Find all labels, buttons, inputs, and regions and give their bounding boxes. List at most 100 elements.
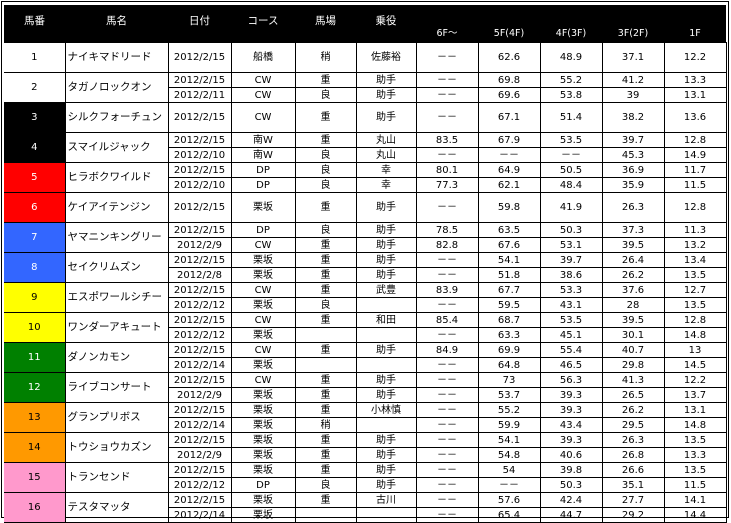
rider-cell: 助手 — [355, 72, 417, 88]
rider-cell: 助手 — [355, 252, 417, 268]
table-row: 6 ケイアイテンジン 2012/2/15 栗坂重助手 －－ 59.8 41.9 26.3 12.… — [4, 192, 727, 223]
time-3f-cell: 38.2 — [601, 102, 665, 133]
track-cell: 重 — [294, 372, 357, 388]
time-6f-cell: －－ — [415, 492, 479, 508]
date-cell: 2012/2/15 — [167, 402, 232, 418]
rider-cell: 古川 — [355, 492, 417, 508]
table-row: 2012/2/12 栗坂良 －－ 59.5 43.1 28 13.5 — [4, 297, 727, 313]
date-cell: 2012/2/14 — [167, 357, 232, 373]
time-5f-cell: 64.9 — [477, 162, 541, 178]
time-6f-cell: －－ — [415, 507, 479, 523]
rider-cell — [355, 327, 417, 343]
course-cell: 栗坂 — [230, 192, 296, 223]
horse-number: 16 — [4, 492, 66, 523]
time-6f-cell: －－ — [415, 387, 479, 403]
time-5f-cell: 69.9 — [477, 342, 541, 358]
time-6f-cell: －－ — [415, 102, 479, 133]
track-cell — [294, 357, 357, 373]
track-cell: 重 — [294, 432, 357, 448]
track-cell: 良 — [294, 162, 357, 178]
rider-cell: 幸 — [355, 162, 417, 178]
table-row: 2012/2/14 栗坂 －－ 64.8 46.5 29.8 14.5 — [4, 357, 727, 373]
time-6f-cell: －－ — [415, 357, 479, 373]
time-6f-cell: 83.5 — [415, 132, 479, 148]
header-course: コース — [231, 5, 295, 43]
horse-name: スマイルジャック — [64, 132, 169, 163]
track-cell: 重 — [294, 282, 357, 298]
rider-cell — [355, 417, 417, 433]
time-1f-cell: 13.5 — [663, 432, 727, 448]
header-5f: 5F(4F) — [478, 5, 540, 43]
time-6f-cell: －－ — [415, 477, 479, 493]
time-4f-cell: 39.7 — [539, 252, 603, 268]
time-5f-cell: 62.6 — [477, 42, 541, 73]
header-4f: 4F(3F) — [540, 5, 602, 43]
rider-cell: 助手 — [355, 462, 417, 478]
time-6f-cell: －－ — [415, 297, 479, 313]
time-4f-cell: 55.2 — [539, 72, 603, 88]
time-4f-cell: 39.3 — [539, 402, 603, 418]
date-cell: 2012/2/15 — [167, 372, 232, 388]
time-4f-cell: 53.1 — [539, 237, 603, 253]
table-row: 14 トウショウカズン 2012/2/15 栗坂重助手 －－ 54.1 39.3 26.3 13… — [4, 432, 727, 463]
horse-name: ヒラボクワイルド — [64, 162, 169, 193]
rider-cell: 助手 — [355, 222, 417, 238]
table-row: 2012/2/12 DP 良助手 －－ －－ 50.3 35.1 11.5 — [4, 477, 727, 493]
time-5f-cell: 59.8 — [477, 192, 541, 223]
time-6f-cell: －－ — [415, 147, 479, 163]
time-1f-cell: 12.8 — [663, 192, 727, 223]
course-cell: 栗坂 — [230, 387, 296, 403]
course-cell: CW — [230, 72, 296, 88]
table-row: 2 タガノロックオン 2012/2/15 CW 重助手 －－ 69.8 55.2 41.2 13.… — [4, 72, 727, 103]
track-cell: 重 — [294, 447, 357, 463]
date-cell: 2012/2/15 — [167, 492, 232, 508]
time-6f-cell: －－ — [415, 42, 479, 73]
rider-cell: 助手 — [355, 267, 417, 283]
time-6f-cell: －－ — [415, 432, 479, 448]
course-cell: 栗坂 — [230, 492, 296, 508]
horse-name: ワンダーアキュート — [64, 312, 169, 343]
table-row: 15 トランセンド 2012/2/15 栗坂重助手 －－ 54 39.8 26.6 13.5 — [4, 462, 727, 493]
rider-cell: 助手 — [355, 342, 417, 358]
date-cell: 2012/2/14 — [167, 507, 232, 523]
table-row: 2012/2/14 栗坂 －－ 65.4 44.7 29.2 14.4 — [4, 507, 727, 523]
time-1f-cell: 13.1 — [663, 87, 727, 103]
table-row: 13 グランプリボス 2012/2/15 栗坂重小林慎 －－ 55.2 39.3 26.2 13… — [4, 402, 727, 433]
time-6f-cell: －－ — [415, 372, 479, 388]
rider-cell: 武豊 — [355, 282, 417, 298]
header-1f: 1F — [664, 5, 726, 43]
time-3f-cell: 39.5 — [601, 312, 665, 328]
time-5f-cell: 67.9 — [477, 132, 541, 148]
course-cell: 南W — [230, 132, 296, 148]
time-5f-cell: 54.1 — [477, 432, 541, 448]
time-3f-cell: 27.7 — [601, 492, 665, 508]
course-cell: 船橋 — [230, 42, 296, 73]
rider-cell: 小林慎 — [355, 402, 417, 418]
time-4f-cell: 39.8 — [539, 462, 603, 478]
horse-name: ライブコンサート — [64, 372, 169, 403]
table-row: 4 スマイルジャック 2012/2/15 南W 重丸山 83.5 67.9 53.5 39.7 1… — [4, 132, 727, 163]
header-row: 馬番 馬名 日付 コース 馬場 乗役 6F～ 5F(4F) 4F(3F) 3F(… — [4, 5, 726, 43]
time-5f-cell: －－ — [477, 147, 541, 163]
time-1f-cell: 11.5 — [663, 177, 727, 193]
track-cell: 重 — [294, 402, 357, 418]
time-5f-cell: 55.2 — [477, 402, 541, 418]
table-row: 2012/2/10 DP 良幸 77.3 62.1 48.4 35.9 11.5 — [4, 177, 727, 193]
horse-name: ダノンカモン — [64, 342, 169, 373]
horse-number: 15 — [4, 462, 66, 493]
time-5f-cell: 54.8 — [477, 447, 541, 463]
rider-cell: 幸 — [355, 177, 417, 193]
time-3f-cell: 26.5 — [601, 387, 665, 403]
horse-name: トランセンド — [64, 462, 169, 493]
time-6f-cell: 77.3 — [415, 177, 479, 193]
time-5f-cell: 57.6 — [477, 492, 541, 508]
course-cell: 栗坂 — [230, 327, 296, 343]
horse-number: 7 — [4, 222, 66, 253]
course-cell: CW — [230, 342, 296, 358]
horse-number: 14 — [4, 432, 66, 463]
time-3f-cell: 26.2 — [601, 267, 665, 283]
course-cell: 栗坂 — [230, 267, 296, 283]
date-cell: 2012/2/15 — [167, 312, 232, 328]
track-cell: 重 — [294, 102, 357, 133]
track-cell: 重 — [294, 192, 357, 223]
